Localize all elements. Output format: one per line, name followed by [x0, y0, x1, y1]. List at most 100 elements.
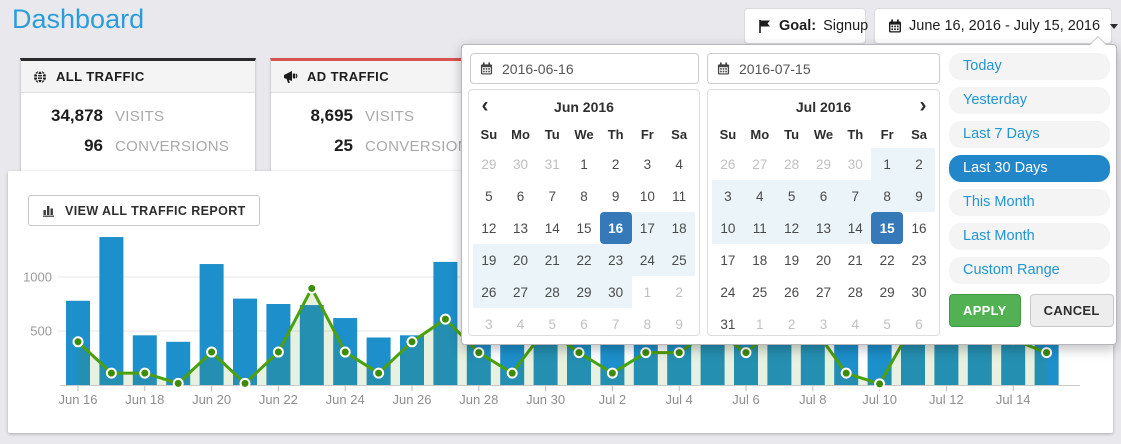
day-cell[interactable]: 15	[576, 220, 592, 236]
day-cell[interactable]: 4	[675, 156, 683, 172]
start-date-input[interactable]	[500, 59, 689, 78]
day-cell[interactable]: 16	[911, 220, 927, 236]
range-option-custom-range[interactable]: Custom Range	[949, 257, 1110, 284]
day-cell[interactable]: 8	[580, 188, 588, 204]
range-option-this-month[interactable]: This Month	[949, 189, 1110, 216]
day-cell[interactable]: 8	[643, 316, 652, 332]
day-cell[interactable]: 29	[481, 156, 497, 172]
view-all-traffic-report-button[interactable]: VIEW ALL TRAFFIC REPORT	[28, 195, 260, 226]
day-cell[interactable]: 6	[580, 316, 588, 332]
day-cell[interactable]: 19	[473, 244, 505, 276]
day-cell[interactable]: 26	[473, 276, 505, 308]
day-cell[interactable]: 9	[903, 180, 935, 212]
day-cell[interactable]: 21	[847, 252, 863, 268]
day-cell[interactable]: 1	[871, 148, 904, 180]
day-cell[interactable]: 30	[513, 156, 529, 172]
day-cell[interactable]: 7	[839, 180, 872, 212]
day-cell[interactable]: 1	[643, 284, 652, 300]
day-cell[interactable]: 4	[851, 316, 860, 332]
day-cell[interactable]: 11	[672, 188, 687, 204]
day-cell[interactable]: 4	[516, 316, 525, 332]
day-cell[interactable]: 3	[643, 156, 652, 172]
cancel-button[interactable]: CANCEL	[1029, 294, 1114, 327]
day-cell[interactable]: 25	[752, 284, 768, 300]
day-cell[interactable]: 5	[883, 316, 891, 332]
day-cell[interactable]: 11	[743, 212, 776, 244]
day-cell[interactable]: 6	[915, 316, 923, 332]
apply-button[interactable]: APPLY	[949, 294, 1021, 327]
day-cell[interactable]: 28	[847, 284, 863, 300]
day-cell[interactable]: 12	[775, 212, 808, 244]
day-cell[interactable]: 14	[839, 212, 872, 244]
day-cell[interactable]: 26	[720, 156, 736, 172]
range-option-last-month[interactable]: Last Month	[949, 223, 1110, 250]
day-cell[interactable]: 1	[756, 316, 764, 332]
day-cell[interactable]: 31	[544, 156, 560, 172]
day-cell[interactable]: 13	[513, 220, 529, 236]
day-cell[interactable]: 25	[663, 244, 695, 276]
day-cell[interactable]: 17	[631, 212, 664, 244]
day-cell[interactable]: 30	[847, 156, 863, 172]
range-option-yesterday[interactable]: Yesterday	[949, 87, 1110, 114]
day-cell[interactable]: 7	[548, 188, 557, 204]
day-cell[interactable]: 18	[752, 252, 768, 268]
day-cell[interactable]: 21	[536, 244, 569, 276]
day-cell[interactable]: 2	[675, 284, 683, 300]
day-cell[interactable]: 31	[720, 316, 736, 332]
day-cell[interactable]: 2	[903, 148, 935, 180]
range-option-today[interactable]: Today	[949, 53, 1110, 80]
day-cell[interactable]: 26	[784, 284, 800, 300]
day-cell[interactable]: 27	[815, 284, 831, 300]
end-date-input[interactable]	[737, 59, 930, 78]
day-cell[interactable]: 3	[819, 316, 828, 332]
day-cell[interactable]: 20	[815, 252, 831, 268]
day-cell[interactable]: 23	[911, 252, 927, 268]
day-cell[interactable]: 5	[548, 316, 557, 332]
day-cell[interactable]: 12	[481, 220, 497, 236]
day-cell[interactable]: 24	[631, 244, 664, 276]
day-cell[interactable]: 28	[784, 156, 800, 172]
day-cell[interactable]: 29	[879, 284, 895, 300]
day-cell[interactable]: 10	[712, 212, 744, 244]
day-cell[interactable]: 30	[911, 284, 927, 300]
day-cell[interactable]: 24	[720, 284, 736, 300]
day-cell[interactable]: 13	[807, 212, 840, 244]
day-cell[interactable]: 20	[504, 244, 537, 276]
chevron-right-icon[interactable]: ›	[919, 94, 927, 117]
day-cell[interactable]: 27	[752, 156, 768, 172]
day-cell[interactable]: 3	[712, 180, 744, 212]
range-option-last-30-days[interactable]: Last 30 Days	[949, 155, 1110, 182]
day-cell[interactable]: 28	[536, 276, 569, 308]
day-cell-selected[interactable]: 15	[871, 212, 904, 244]
goal-dropdown-button[interactable]: Goal: Signup	[744, 8, 887, 44]
day-cell[interactable]: 14	[544, 220, 560, 236]
day-cell[interactable]: 29	[815, 156, 831, 172]
day-cell[interactable]: 4	[743, 180, 776, 212]
day-cell[interactable]: 7	[611, 316, 620, 332]
day-cell[interactable]: 2	[611, 156, 620, 172]
day-cell[interactable]: 10	[639, 188, 655, 204]
day-cell[interactable]: 2	[787, 316, 796, 332]
day-cell[interactable]: 19	[784, 252, 800, 268]
day-cell[interactable]: 3	[485, 316, 493, 332]
day-cell[interactable]: 18	[663, 212, 695, 244]
day-cell[interactable]: 1	[580, 156, 588, 172]
day-cell[interactable]: 22	[568, 244, 600, 276]
date-range-button[interactable]: June 16, 2016 - July 15, 2016	[874, 8, 1119, 44]
day-cell[interactable]: 17	[720, 252, 736, 268]
day-cell[interactable]: 6	[516, 188, 525, 204]
day-cell[interactable]: 27	[504, 276, 537, 308]
day-cell[interactable]: 22	[879, 252, 895, 268]
day-cell[interactable]: 9	[611, 188, 620, 204]
day-cell[interactable]: 8	[871, 180, 904, 212]
day-cell[interactable]: 23	[599, 244, 632, 276]
day-cell[interactable]: 9	[675, 316, 683, 332]
day-cell[interactable]: 30	[599, 276, 632, 308]
chevron-left-icon[interactable]: ‹	[481, 94, 489, 117]
range-option-last-7-days[interactable]: Last 7 Days	[949, 121, 1110, 148]
day-cell[interactable]: 5	[485, 188, 493, 204]
day-cell-selected[interactable]: 16	[599, 212, 632, 244]
day-cell[interactable]: 5	[775, 180, 808, 212]
day-cell[interactable]: 29	[568, 276, 600, 308]
day-cell[interactable]: 6	[807, 180, 840, 212]
